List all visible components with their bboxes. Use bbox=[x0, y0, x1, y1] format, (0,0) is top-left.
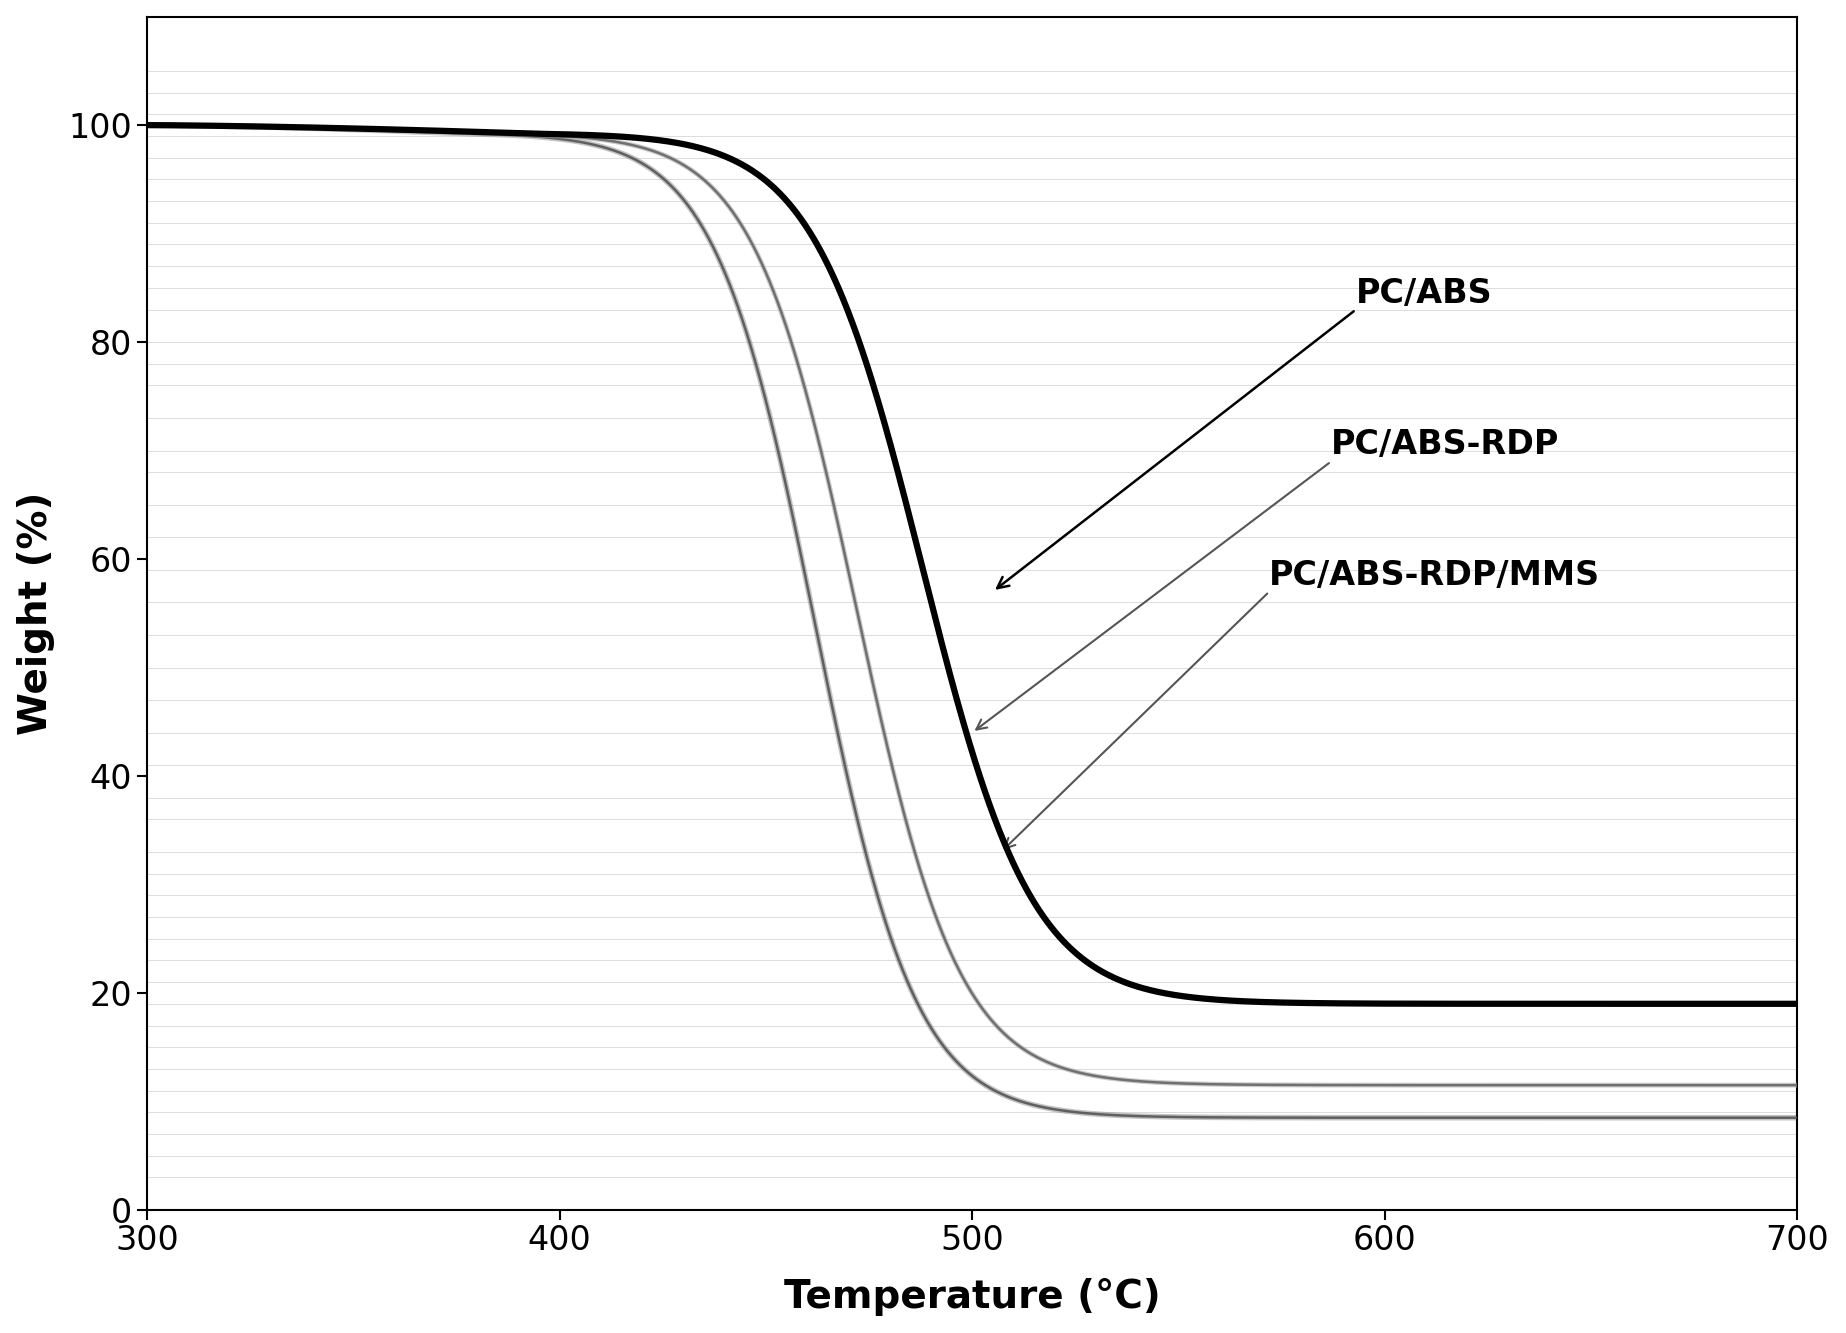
X-axis label: Temperature (°C): Temperature (°C) bbox=[785, 1278, 1161, 1316]
Y-axis label: Weight (%): Weight (%) bbox=[17, 492, 55, 734]
Text: PC/ABS: PC/ABS bbox=[1357, 276, 1493, 309]
Text: PC/ABS-RDP: PC/ABS-RDP bbox=[1331, 428, 1560, 461]
Text: PC/ABS-RDP/MMS: PC/ABS-RDP/MMS bbox=[1270, 559, 1600, 592]
